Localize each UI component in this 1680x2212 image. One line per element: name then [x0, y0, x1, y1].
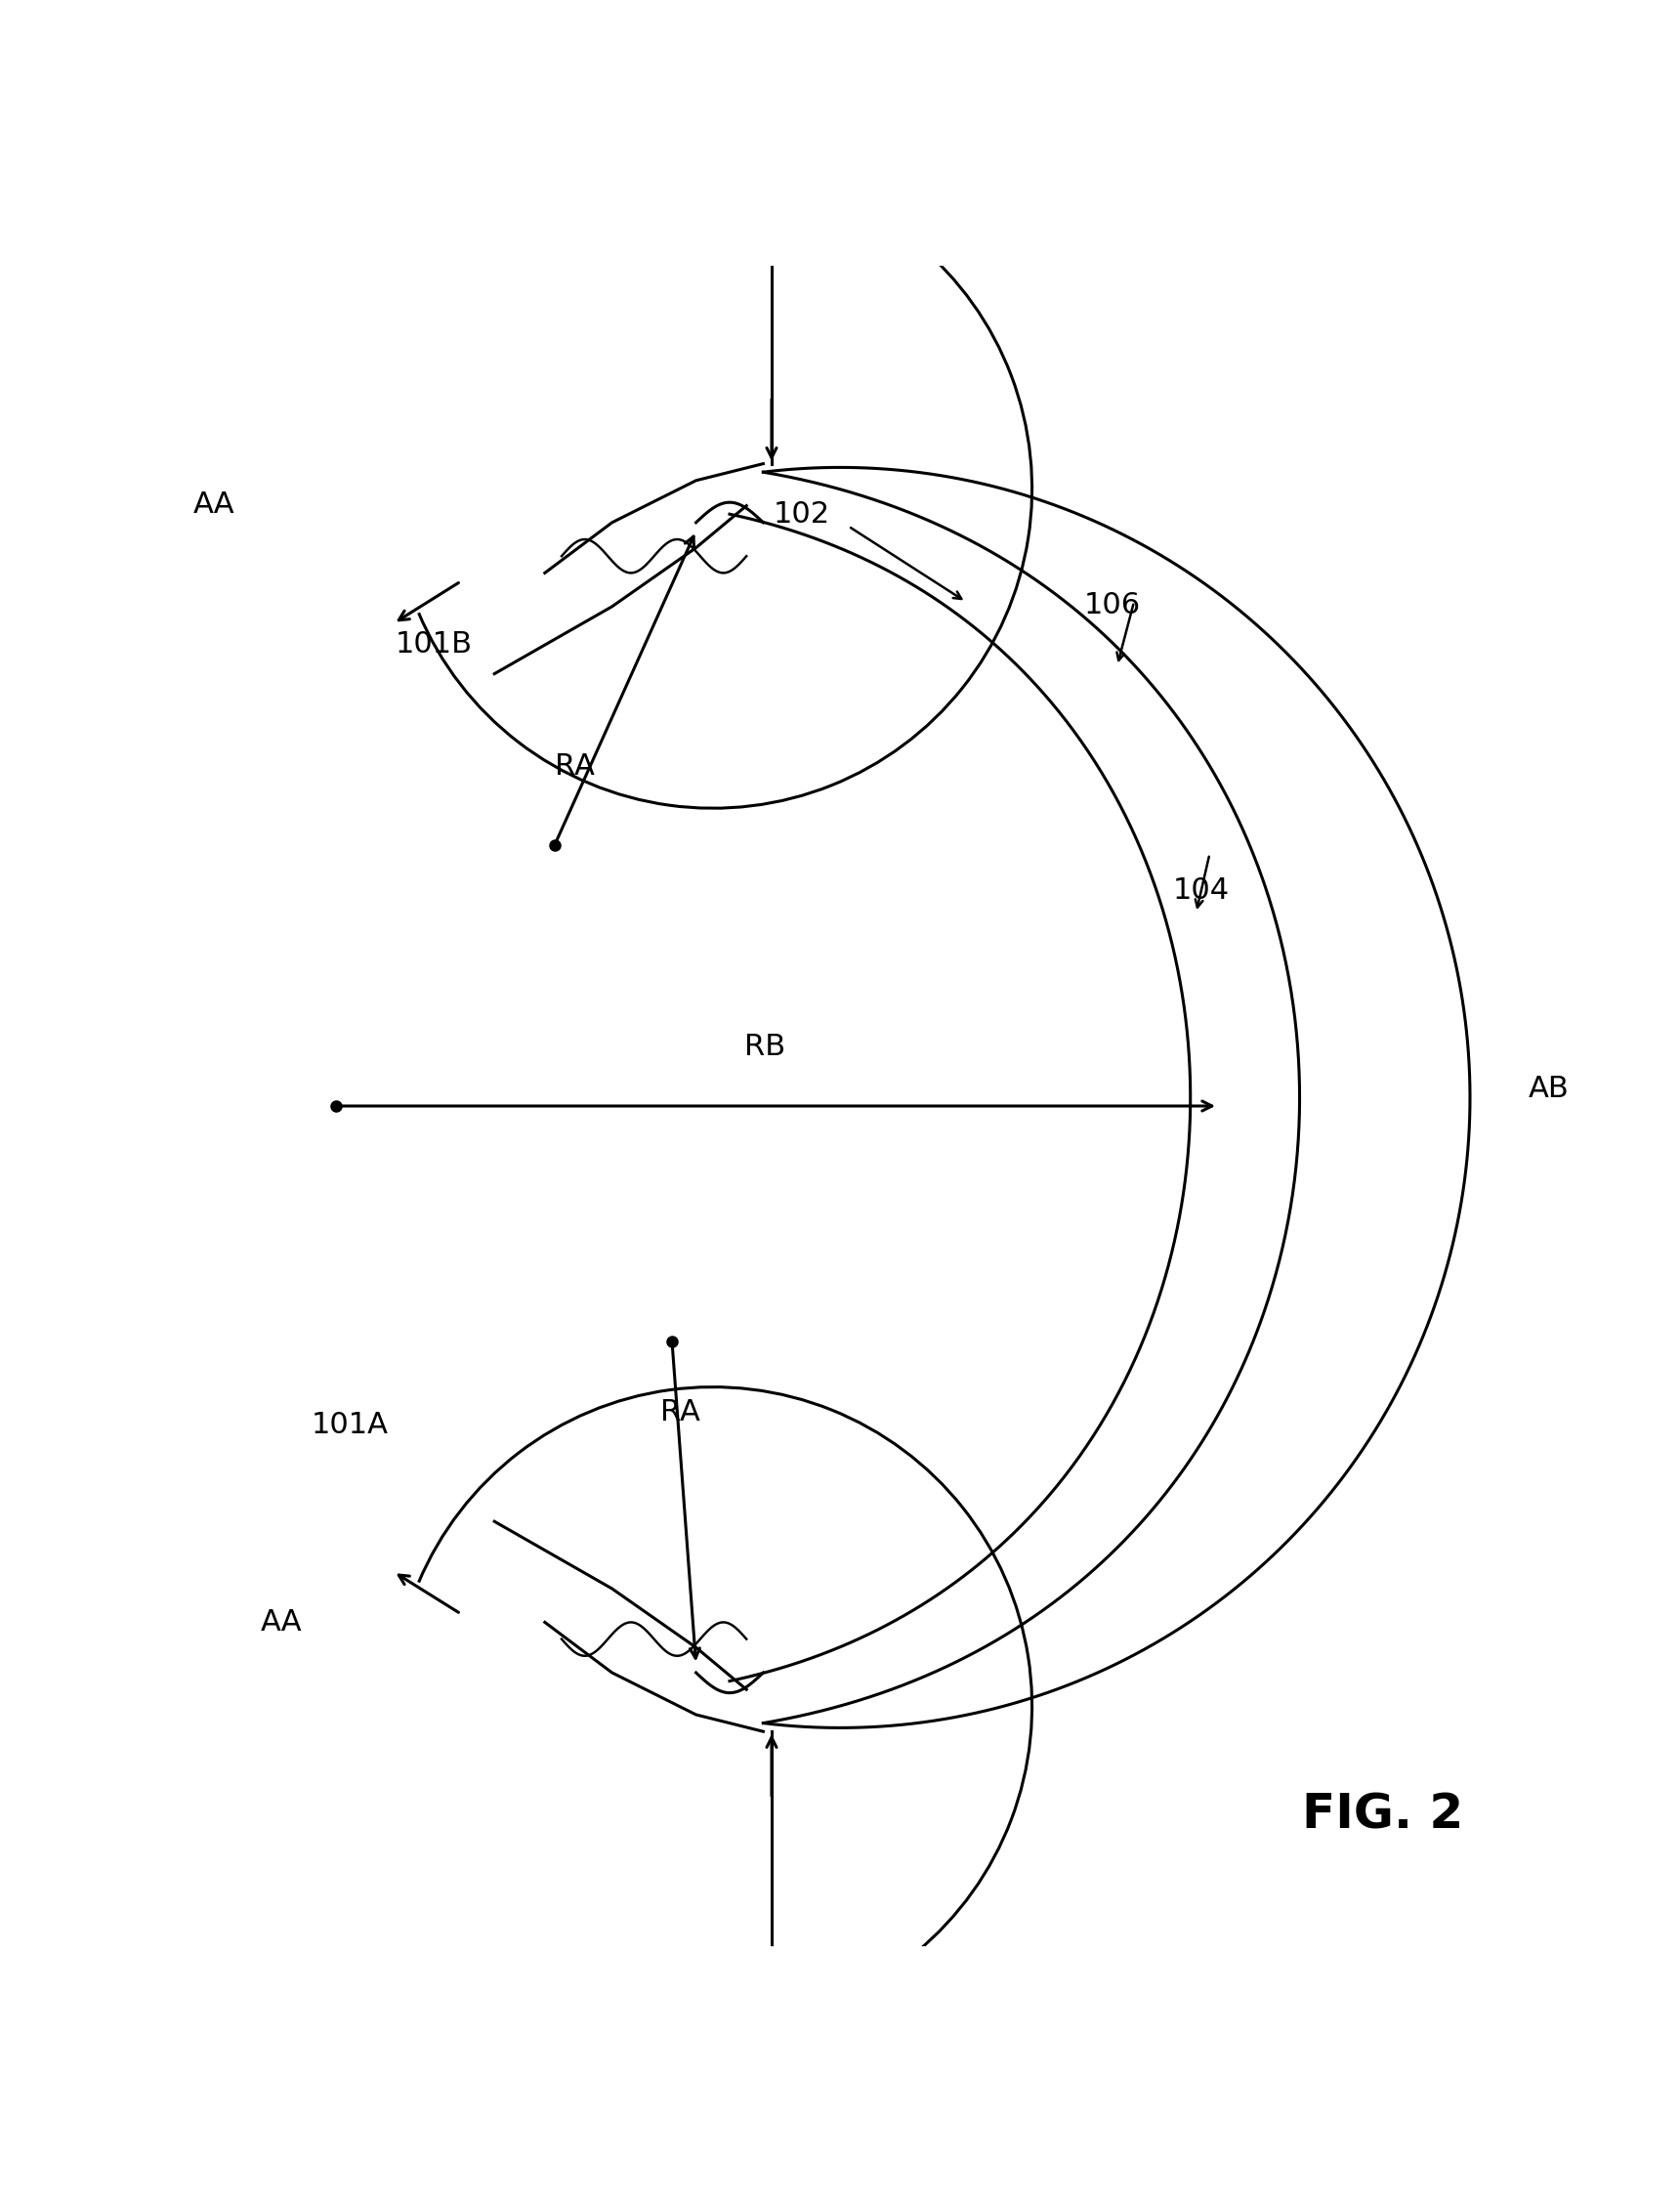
Text: RA: RA	[554, 752, 595, 781]
Text: RA: RA	[660, 1398, 701, 1427]
Text: 102: 102	[773, 500, 830, 529]
Text: AA: AA	[260, 1608, 302, 1637]
Text: FIG. 2: FIG. 2	[1302, 1792, 1463, 1838]
Text: 101A: 101A	[311, 1411, 388, 1440]
Text: AA: AA	[193, 491, 235, 518]
Text: 104: 104	[1173, 876, 1230, 905]
Text: RB: RB	[744, 1033, 785, 1060]
Text: 101B: 101B	[395, 630, 472, 657]
Text: 106: 106	[1084, 591, 1141, 619]
Text: AB: AB	[1529, 1075, 1569, 1104]
